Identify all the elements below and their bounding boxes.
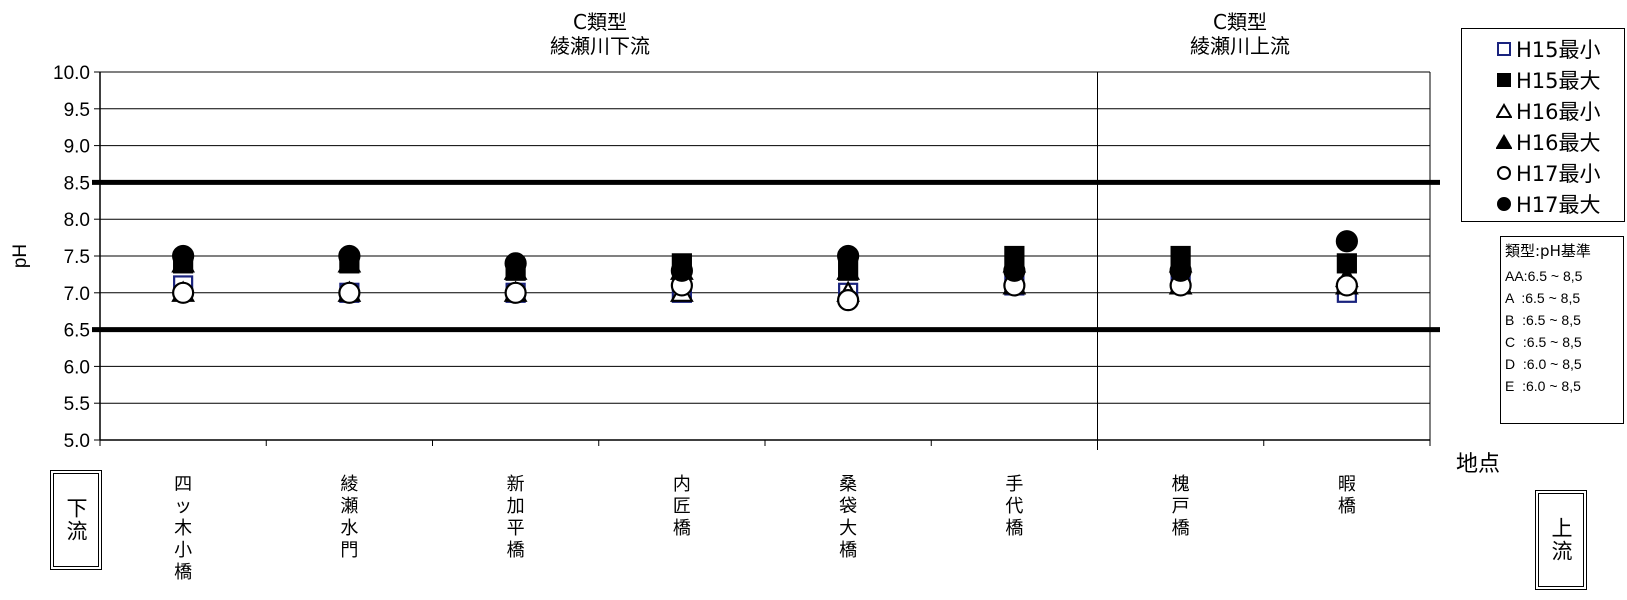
- y-axis-label: pH: [10, 244, 31, 268]
- data-point: [1003, 259, 1026, 282]
- legend-marker-icon: [1496, 102, 1512, 118]
- legend-entry: H15最小: [1462, 33, 1624, 64]
- x-category-label: 四ッ木小橋: [174, 474, 192, 583]
- legend-label: H17最小: [1516, 161, 1601, 186]
- region-upper-type: C類型: [1213, 10, 1267, 34]
- y-tick-label: 8.0: [64, 210, 90, 231]
- legend-marker-icon: [1497, 41, 1511, 56]
- downstream-label: 下流: [64, 497, 88, 543]
- chart-legend: H15最小 H15最大 H16最小 H16最大 H17最小 H17最大: [1461, 28, 1625, 222]
- region-title-lower: C類型 綾瀬川下流: [510, 10, 690, 58]
- standards-row: A :6.5 ~ 8,5: [1505, 290, 1581, 306]
- data-point: [504, 281, 527, 304]
- x-category-label: 槐戸橋: [1172, 474, 1190, 539]
- x-category-label: 手代橋: [1005, 474, 1023, 539]
- region-lower-name: 綾瀬川下流: [550, 34, 650, 58]
- data-point: [172, 281, 195, 304]
- legend-entry: H16最小: [1462, 95, 1624, 126]
- data-point: [172, 244, 195, 268]
- data-point: [836, 258, 860, 280]
- data-point: [504, 252, 527, 275]
- legend-label: H15最小: [1516, 37, 1601, 62]
- legend-marker-icon: [1497, 165, 1511, 180]
- legend-label: H16最大: [1516, 130, 1601, 155]
- standards-title: 類型:pH基準: [1505, 242, 1591, 260]
- legend-label: H15最大: [1516, 68, 1601, 93]
- upstream-label-box: 上流: [1535, 490, 1587, 590]
- legend-entry: H17最小: [1462, 157, 1624, 188]
- y-tick-label: 6.0: [64, 357, 90, 378]
- legend-label: H17最大: [1516, 192, 1601, 217]
- x-category-label: 暇橋: [1338, 474, 1356, 517]
- data-point: [670, 259, 693, 282]
- region-lower-type: C類型: [573, 10, 627, 34]
- data-point: [1169, 259, 1192, 282]
- region-title-upper: C類型 綾瀬川上流: [1150, 10, 1330, 58]
- legend-entry: H16最大: [1462, 126, 1624, 157]
- region-upper-name: 綾瀬川上流: [1190, 34, 1290, 58]
- x-category-label: 内匠橋: [673, 474, 691, 539]
- standards-row: D :6.0 ~ 8,5: [1505, 356, 1582, 372]
- y-tick-label: 6.5: [64, 321, 90, 342]
- standards-row: E :6.0 ~ 8,5: [1505, 378, 1581, 394]
- ph-standards-table: 類型:pH基準 AA:6.5 ~ 8,5 A :6.5 ~ 8,5 B :6.5…: [1500, 236, 1624, 424]
- upstream-label: 上流: [1549, 517, 1573, 563]
- x-category-label: 桑袋大橋: [839, 474, 857, 561]
- y-tick-label: 5.5: [64, 394, 90, 415]
- y-tick-label: 10.0: [53, 63, 90, 84]
- data-point: [338, 244, 361, 268]
- x-category-label: 新加平橋: [507, 474, 525, 561]
- legend-marker-icon: [1497, 72, 1511, 87]
- y-tick-label: 7.0: [64, 284, 90, 305]
- ph-chart: 5.0 5.5 6.0 6.5 7.0 7.5 8.0 8.5 9.0 9.5 10.0 pH 四ッ木小…: [10, 63, 1440, 583]
- data-point: [837, 244, 860, 268]
- y-tick-label: 8.5: [64, 173, 90, 194]
- legend-entry: H17最大: [1462, 188, 1624, 219]
- y-tick-label: 5.0: [64, 431, 90, 452]
- data-point: [1335, 230, 1358, 253]
- y-tick-label: 7.5: [64, 247, 90, 268]
- x-category-label: 綾瀬水門: [340, 474, 358, 561]
- data-point: [837, 289, 860, 312]
- standards-row: C :6.5 ~ 8,5: [1505, 334, 1582, 350]
- legend-marker-icon: [1497, 196, 1511, 211]
- y-tick-label: 9.5: [64, 100, 90, 121]
- downstream-label-box: 下流: [50, 470, 102, 570]
- data-point: [1335, 274, 1358, 297]
- x-axis-label: 地点: [1456, 452, 1501, 477]
- data-point: [338, 281, 361, 304]
- legend-label: H16最小: [1516, 99, 1601, 124]
- y-tick-label: 9.0: [64, 137, 90, 158]
- legend-marker-icon: [1496, 133, 1512, 149]
- standards-row: AA:6.5 ~ 8,5: [1505, 268, 1583, 284]
- standards-row: B :6.5 ~ 8,5: [1505, 312, 1581, 328]
- legend-entry: H15最大: [1462, 64, 1624, 95]
